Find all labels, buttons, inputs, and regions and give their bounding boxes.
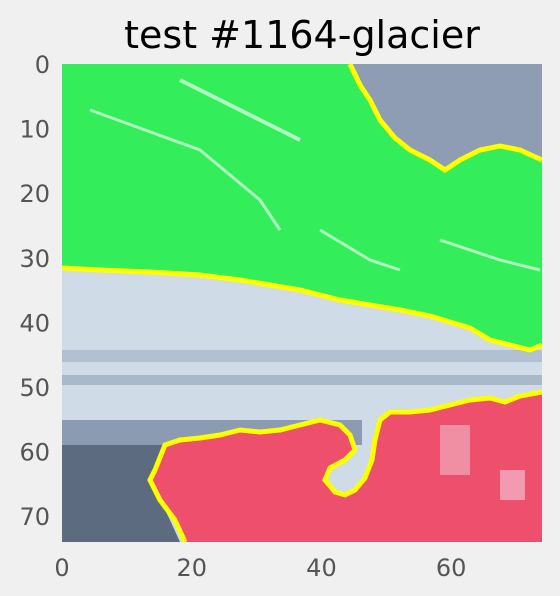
light-gray-band [62, 350, 542, 362]
y-axis: 0 10 20 30 40 50 60 70 [19, 51, 50, 531]
x-tick-label: 0 [54, 554, 69, 582]
dark-region-bottom-left [62, 440, 180, 542]
y-tick-label: 20 [19, 180, 50, 208]
red-highlight-1 [440, 425, 470, 475]
x-axis: 0 20 40 60 [54, 554, 466, 582]
light-gray-band-2 [62, 375, 542, 385]
green-region-outline [61, 62, 544, 353]
gray-region-top-right [350, 64, 542, 170]
green-region [62, 64, 542, 350]
y-tick-label: 40 [19, 309, 50, 337]
y-tick-label: 50 [19, 374, 50, 402]
y-tick-label: 0 [35, 51, 50, 79]
y-tick-label: 10 [19, 116, 50, 144]
x-tick-label: 60 [436, 554, 467, 582]
plot-area [61, 62, 544, 544]
red-region-outline [147, 389, 543, 544]
y-tick-label: 70 [19, 503, 50, 531]
x-tick-label: 20 [176, 554, 207, 582]
y-tick-label: 60 [19, 439, 50, 467]
red-highlight-2 [500, 470, 525, 500]
x-tick-label: 40 [306, 554, 337, 582]
green-streak-2 [179, 78, 301, 142]
y-tick-label: 30 [19, 245, 50, 273]
green-streak-3 [319, 228, 401, 272]
green-streak-4 [439, 238, 541, 272]
chart-title: test #1164-glacier [124, 13, 480, 57]
green-streak-1 [89, 108, 282, 231]
